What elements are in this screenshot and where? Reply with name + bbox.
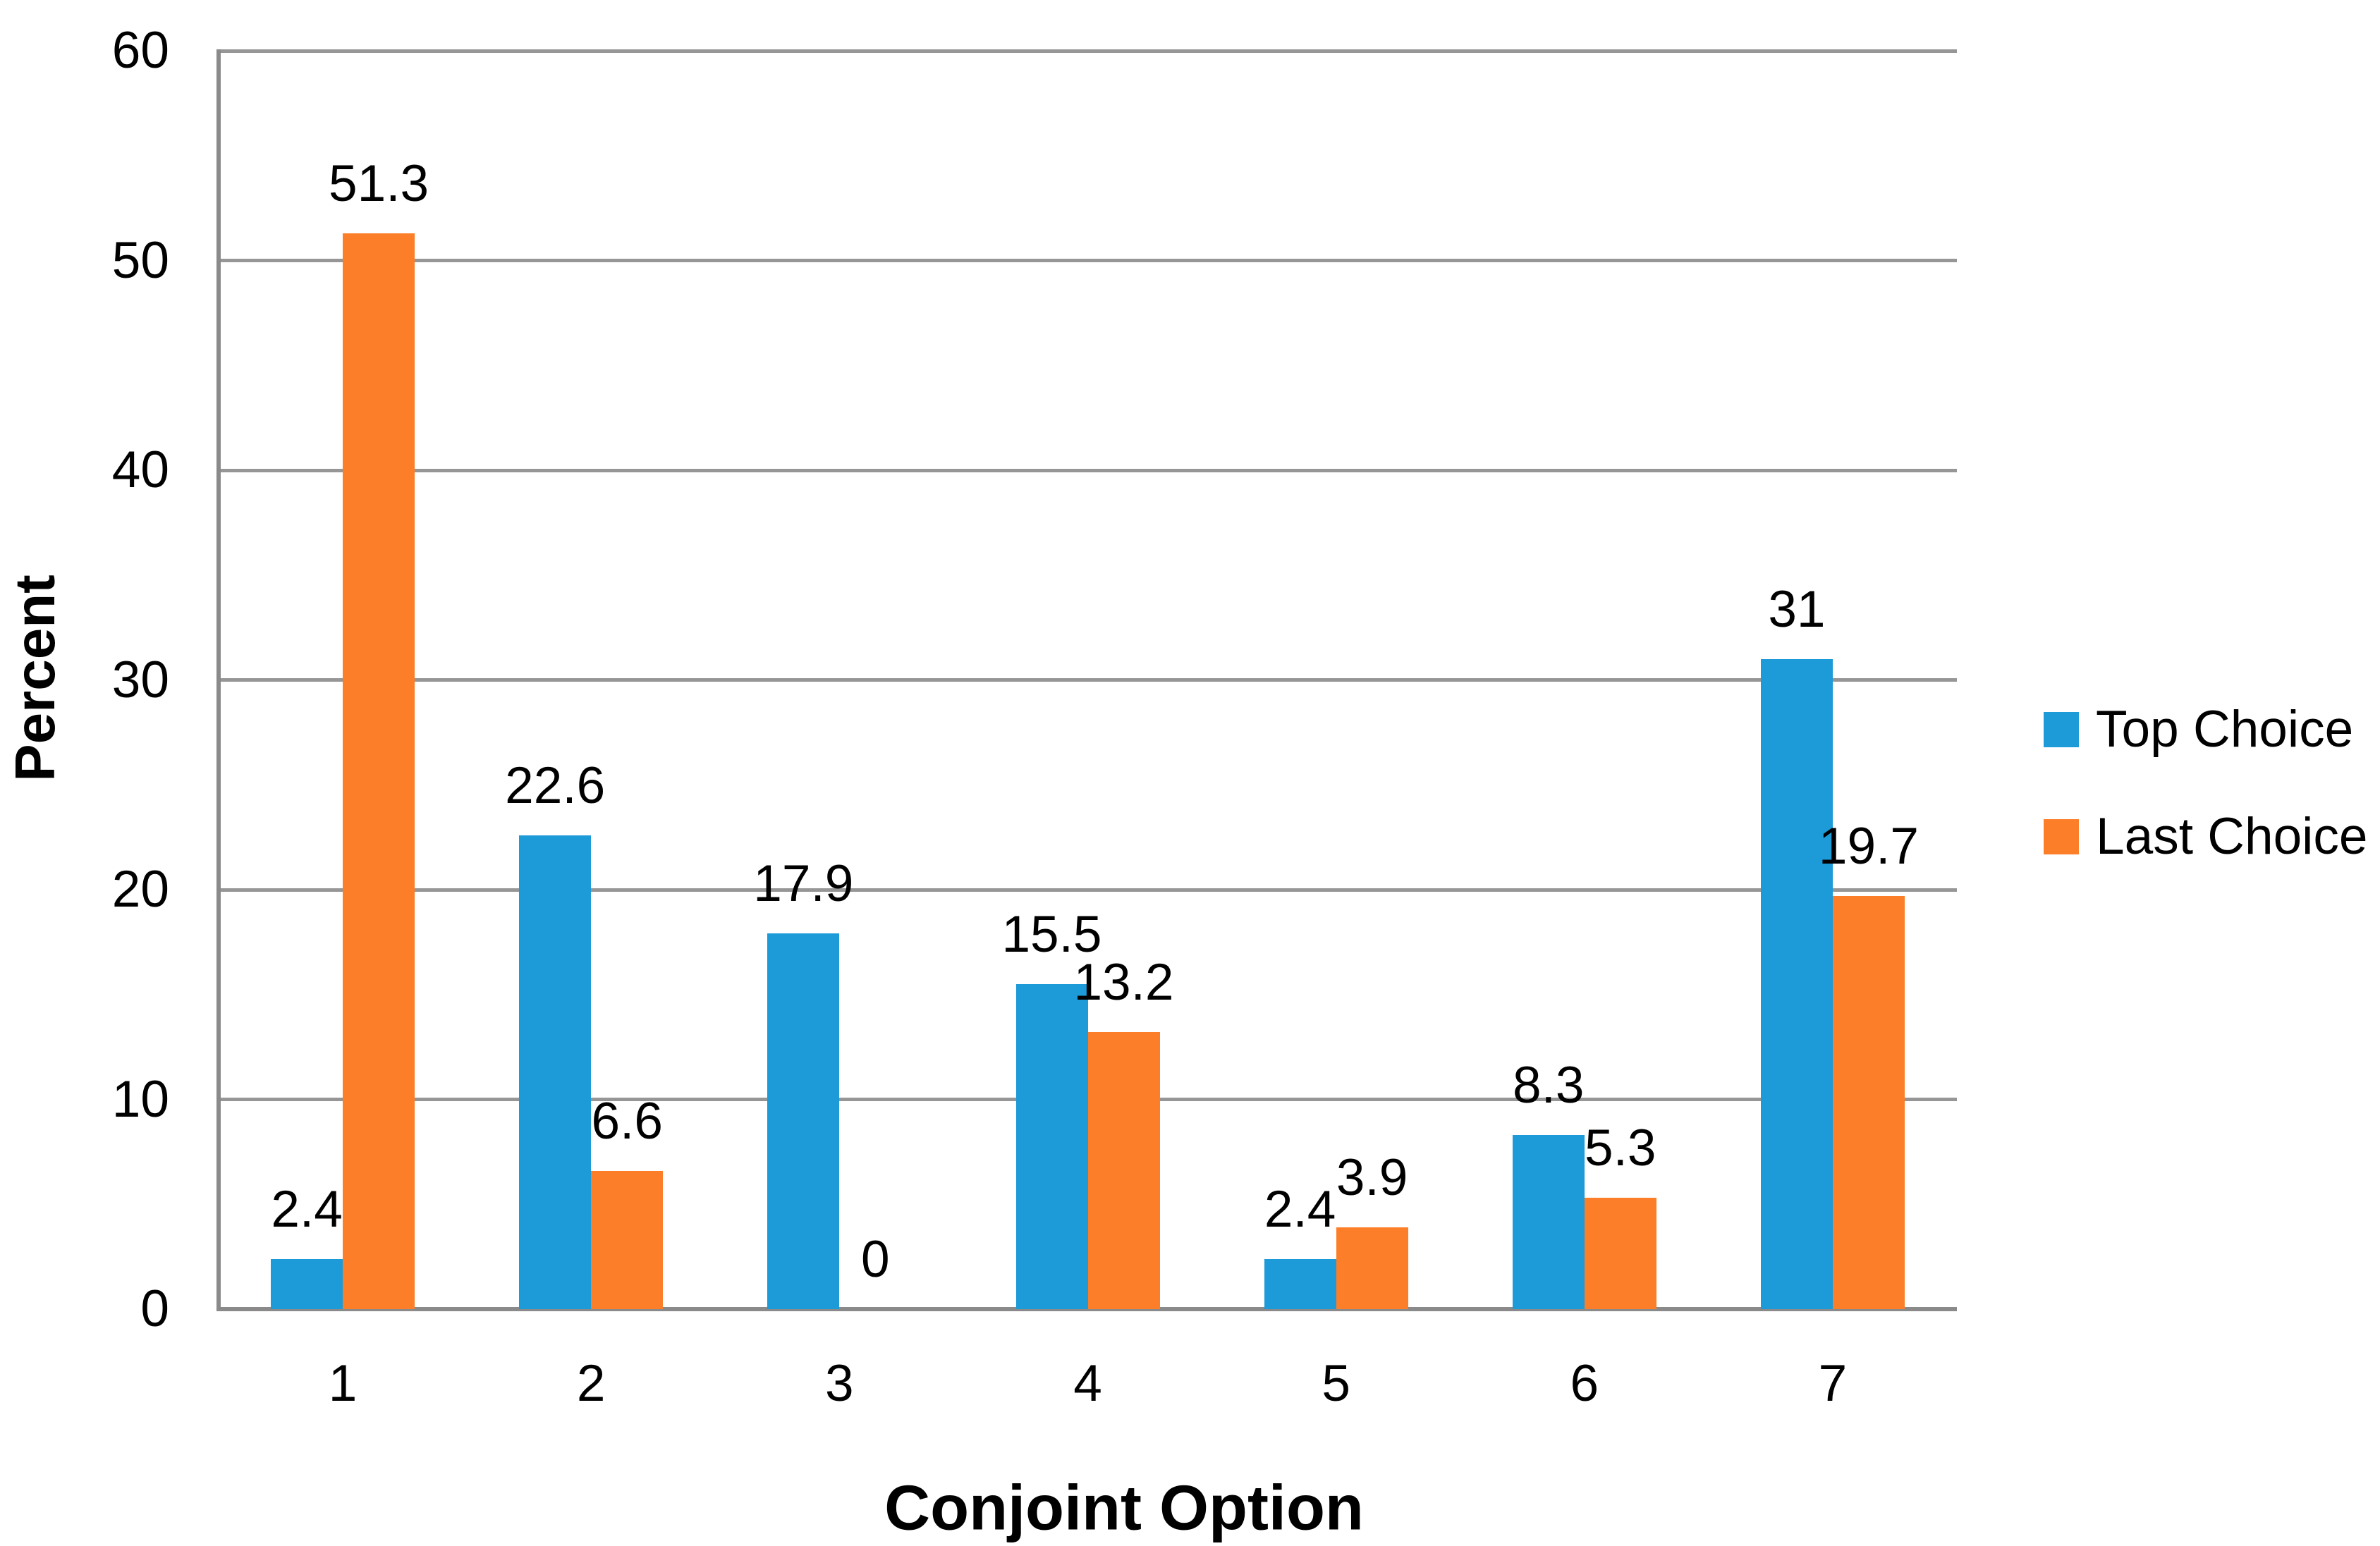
data-label: 22.6	[505, 756, 606, 814]
bar-top-choice-6	[1512, 1135, 1585, 1309]
data-label: 2.4	[1264, 1180, 1336, 1238]
data-label: 51.3	[329, 154, 429, 212]
bar-last-choice-6	[1584, 1198, 1656, 1309]
data-label: 13.2	[1073, 954, 1174, 1012]
legend-item-top-choice: Top Choice	[2044, 701, 2368, 758]
y-tick-label: 10	[111, 1070, 169, 1128]
data-label: 17.9	[753, 855, 854, 913]
x-axis-title: Conjoint Option	[884, 1473, 1364, 1544]
y-tick-label: 30	[111, 651, 169, 708]
data-label: 19.7	[1818, 817, 1919, 875]
legend-item-last-choice: Last Choice	[2044, 809, 2368, 865]
bar-last-choice-1	[343, 233, 415, 1309]
gridline-40	[219, 468, 1957, 472]
gridline-30	[219, 678, 1957, 682]
bar-top-choice-2	[519, 835, 592, 1309]
data-label: 5.3	[1585, 1119, 1656, 1177]
bar-top-choice-1	[271, 1258, 343, 1309]
data-label: 3.9	[1336, 1148, 1408, 1206]
y-axis-line	[216, 49, 221, 1311]
y-tick-label: 50	[111, 231, 169, 289]
legend-swatch-top-choice	[2044, 712, 2079, 747]
data-label: 2.4	[271, 1180, 343, 1238]
x-tick-label: 2	[576, 1355, 606, 1412]
y-tick-label: 20	[111, 861, 169, 918]
bar-top-choice-5	[1264, 1258, 1336, 1309]
data-label: 0	[861, 1231, 890, 1288]
y-tick-label: 0	[140, 1280, 169, 1337]
y-tick-label: 60	[111, 22, 169, 79]
gridline-60	[219, 49, 1957, 53]
bar-last-choice-4	[1087, 1032, 1160, 1309]
y-tick-label: 40	[111, 441, 169, 498]
x-tick-label: 4	[1073, 1355, 1102, 1412]
data-label: 31	[1768, 580, 1826, 638]
bar-last-choice-2	[591, 1170, 664, 1309]
x-tick-label: 6	[1570, 1355, 1599, 1412]
legend: Top Choice Last Choice	[2044, 701, 2368, 916]
x-tick-label: 5	[1322, 1355, 1350, 1412]
data-label: 15.5	[1001, 905, 1102, 963]
x-tick-label: 3	[825, 1355, 854, 1412]
x-tick-label: 7	[1818, 1355, 1848, 1412]
legend-swatch-last-choice	[2044, 819, 2079, 854]
x-axis-line	[219, 1307, 1957, 1311]
bar-last-choice-7	[1832, 895, 1905, 1309]
bar-top-choice-3	[767, 933, 840, 1309]
x-tick-label: 1	[328, 1355, 358, 1412]
data-label: 8.3	[1513, 1057, 1585, 1115]
gridline-50	[219, 259, 1957, 262]
bar-top-choice-7	[1760, 658, 1833, 1309]
legend-label: Top Choice	[2096, 701, 2354, 758]
bar-last-choice-5	[1336, 1227, 1408, 1309]
legend-label: Last Choice	[2096, 808, 2368, 865]
gridline-20	[219, 888, 1957, 892]
data-label: 6.6	[591, 1092, 663, 1150]
bar-top-choice-4	[1015, 983, 1088, 1309]
